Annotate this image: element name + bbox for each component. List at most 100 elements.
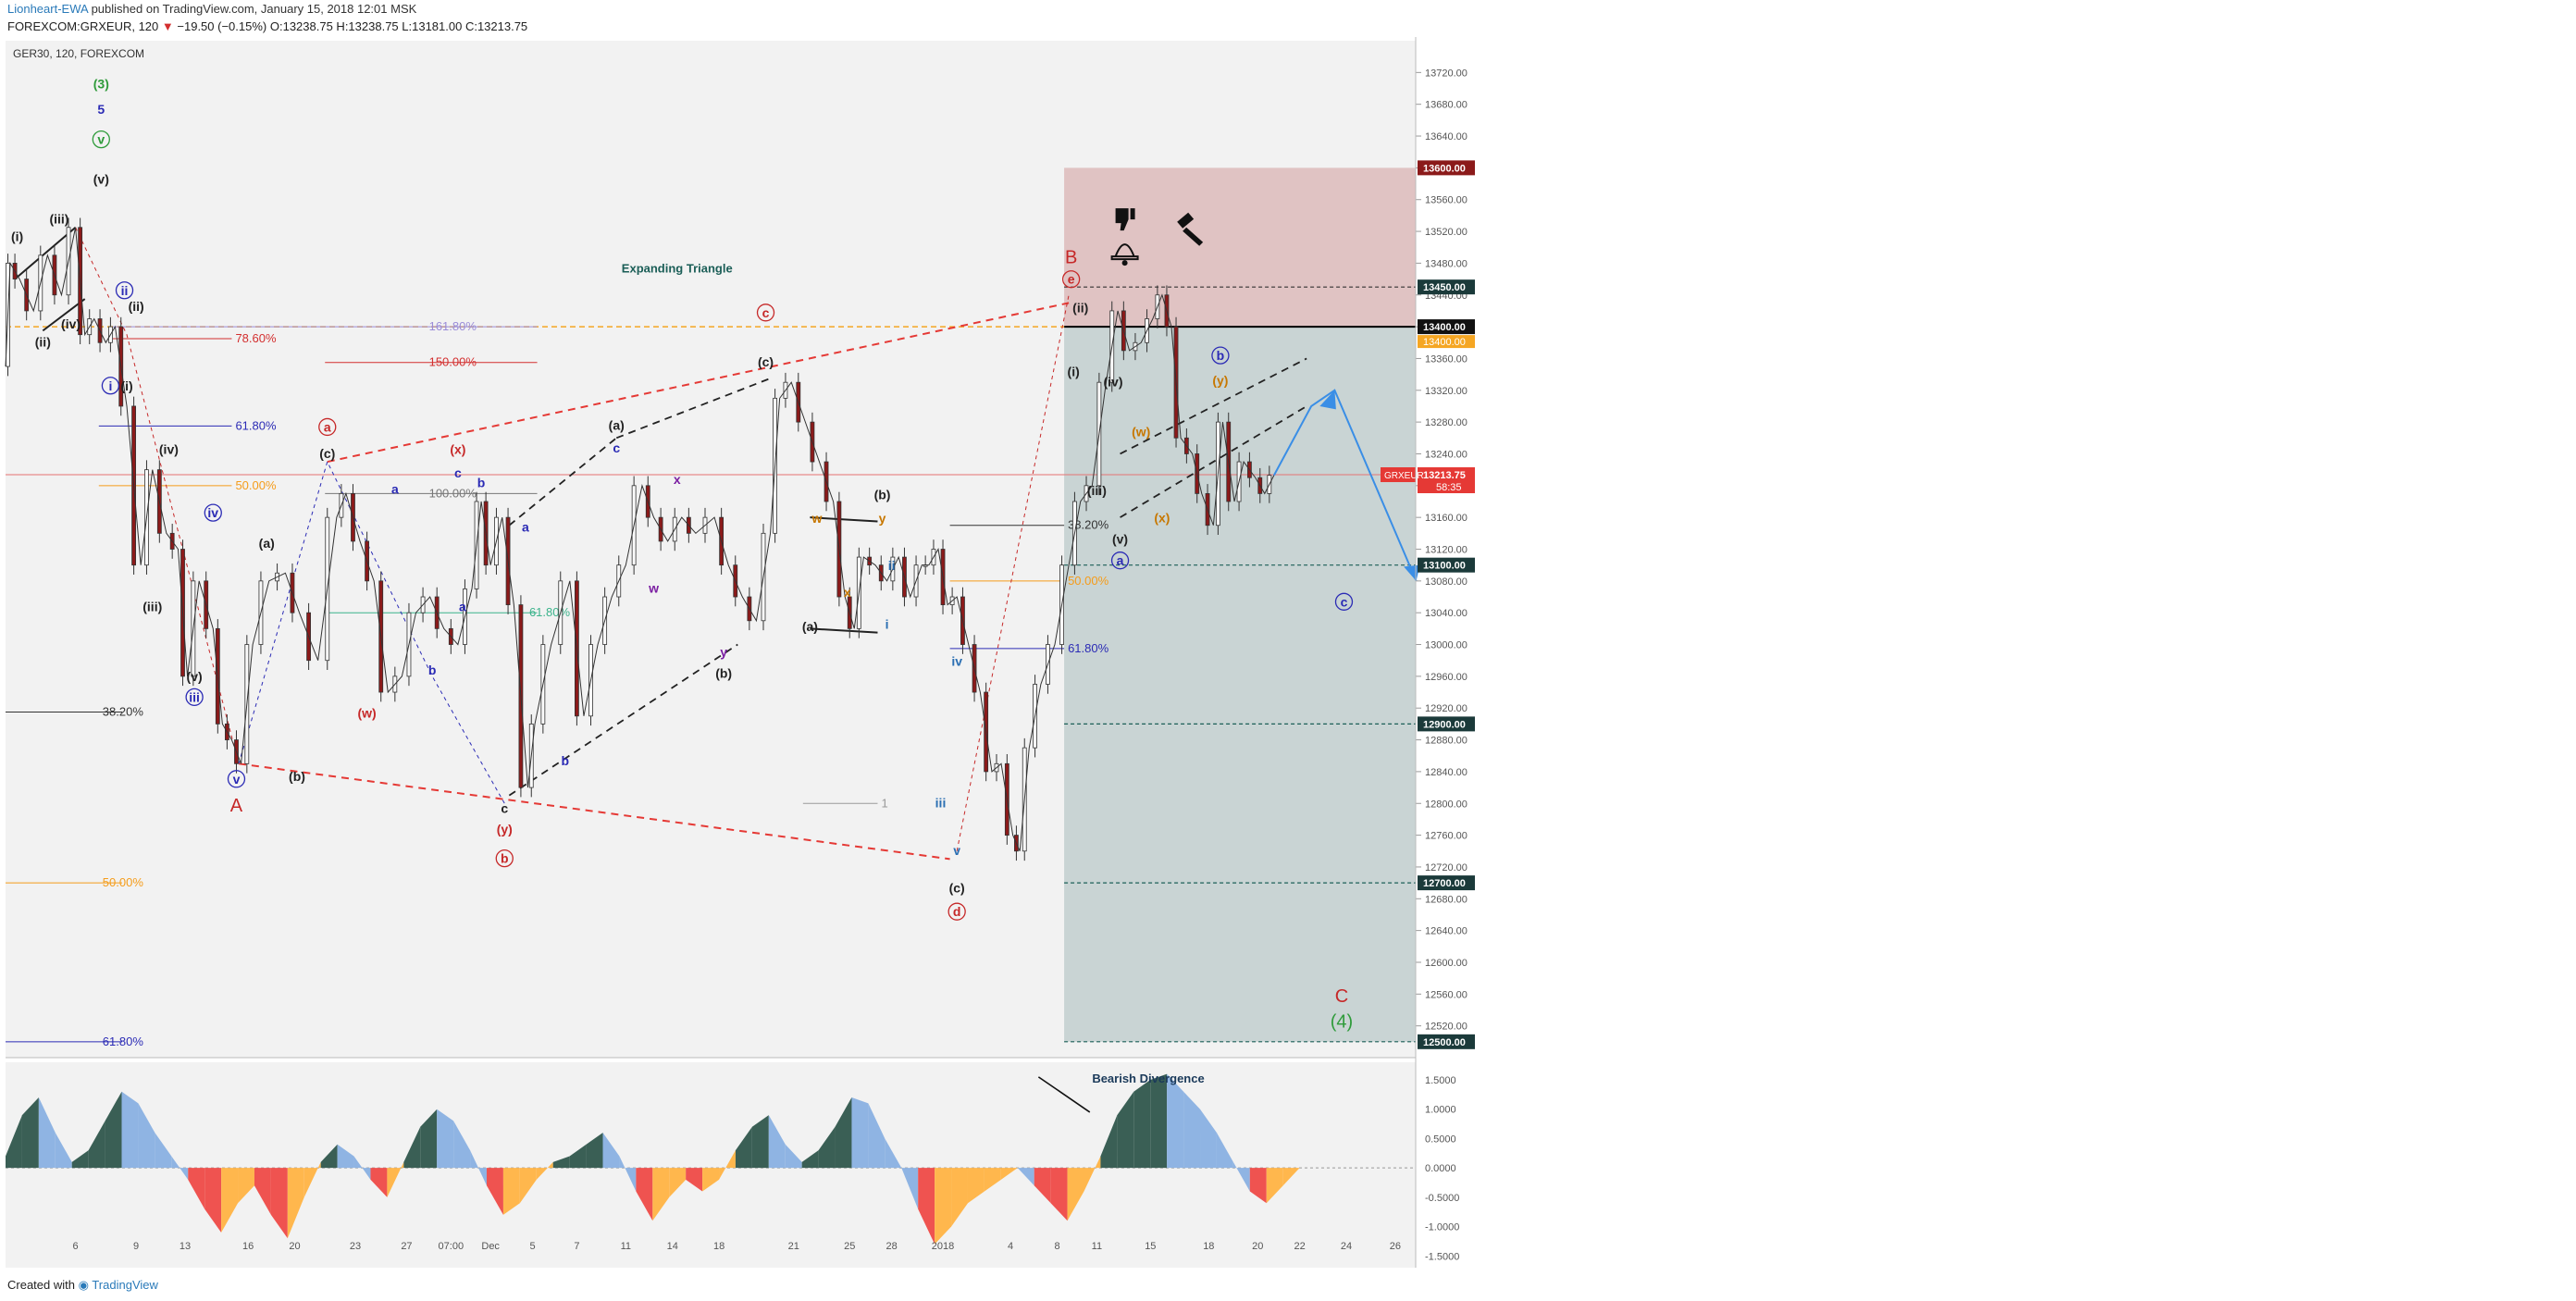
wave-label: iii: [189, 689, 200, 704]
fib-level-label: 61.80%: [1068, 641, 1109, 655]
time-tick-label: 25: [844, 1241, 855, 1252]
price-tick-label: 12800.00: [1425, 799, 1468, 810]
wave-label: (b): [289, 769, 305, 784]
oscillator-area-segment: [519, 1168, 537, 1204]
price-chart[interactable]: 161.80%78.60%150.00%61.80%50.00%100.00%6…: [0, 37, 2576, 1273]
wave-label: b: [428, 663, 437, 677]
wave-label: (c): [319, 446, 335, 461]
oscillator-area-segment: [818, 1126, 836, 1169]
fib-level-label: 61.80%: [529, 605, 571, 619]
wave-label: c: [762, 305, 770, 320]
time-tick-label: 21: [788, 1241, 799, 1252]
down-triangle-icon: ▼: [161, 19, 174, 33]
oscillator-area-segment: [502, 1168, 520, 1215]
oscillator-tick-label: -1.0000: [1425, 1222, 1459, 1233]
price-tick-label: 12640.00: [1425, 926, 1468, 937]
bell-icon: [1121, 260, 1128, 266]
author-link[interactable]: Lionheart-EWA: [7, 2, 88, 16]
oscillator-area-segment: [403, 1126, 421, 1169]
wave-label: v: [233, 772, 241, 787]
fib-level-label: 50.00%: [235, 478, 277, 492]
fib-level-label: 38.20%: [103, 705, 144, 719]
oscillator-area-segment: [320, 1144, 338, 1169]
wedge-line: [810, 516, 878, 523]
time-tick-label: 4: [1008, 1241, 1013, 1252]
time-tick-label: 8: [1054, 1241, 1059, 1252]
wave-label: y: [879, 511, 886, 526]
oscillator-area-segment: [55, 1133, 72, 1169]
oscillator-tick-label: -0.5000: [1425, 1193, 1459, 1204]
wave-label: A: [230, 796, 243, 816]
wave-label: a: [459, 599, 466, 613]
current-price-tag: [1418, 467, 1475, 494]
ohlc-text: O:13238.75 H:13238.75 L:13181.00 C:13213…: [269, 19, 528, 33]
wave-label: b: [477, 476, 486, 490]
symbol-text: FOREXCOM:GRXEUR, 120: [7, 19, 159, 33]
wave-label: i: [108, 378, 112, 393]
price-tick-label: 12840.00: [1425, 767, 1468, 778]
oscillator-area-segment: [1150, 1073, 1168, 1169]
wave-label: (y): [497, 822, 513, 836]
price-tick-label: 13560.00: [1425, 195, 1468, 206]
symbol-tag-label: GRXEUR: [1384, 471, 1424, 481]
wedge-line: [42, 298, 86, 332]
time-tick-label: 5: [529, 1241, 535, 1252]
price-tick-label: 13240.00: [1425, 449, 1468, 460]
price-tick-label: 13000.00: [1425, 640, 1468, 651]
oscillator-area-segment: [951, 1168, 968, 1227]
price-level-tag-label: 12500.00: [1423, 1037, 1466, 1048]
wave-label: i: [886, 616, 889, 631]
wave-label: x: [844, 585, 851, 600]
wave-label-circle: [185, 688, 204, 706]
price-tick-label: 13520.00: [1425, 227, 1468, 238]
time-tick-label: 11: [1092, 1241, 1102, 1252]
fib-level-label: 38.20%: [1068, 518, 1109, 532]
oscillator-area-segment: [486, 1168, 503, 1215]
price-tick-label: 12560.00: [1425, 989, 1468, 1000]
price-level-tag: [1418, 875, 1475, 891]
time-tick-label: 23: [350, 1241, 361, 1252]
tradingview-logo-icon: ◉: [78, 1278, 89, 1292]
oscillator-area-segment: [437, 1109, 454, 1169]
channel-line: [508, 643, 738, 797]
channel-line: [615, 378, 771, 440]
price-tick-label: 13040.00: [1425, 608, 1468, 619]
price-level-tag: [1418, 160, 1475, 176]
wave-label: y: [720, 644, 727, 659]
oscillator-area-segment: [204, 1168, 222, 1233]
oscillator-area-segment: [652, 1168, 670, 1221]
wave-label: (iv): [61, 316, 80, 331]
oscillator-area-segment: [967, 1168, 985, 1204]
wave-label: (v): [93, 172, 109, 187]
oscillator-area-segment: [835, 1097, 852, 1169]
wave-label: (iv): [1104, 374, 1123, 389]
wave-label: (y): [1212, 373, 1228, 388]
wave-label-circle: [1061, 270, 1081, 289]
price-level-tag: [1418, 279, 1475, 295]
time-tick-label: 2018: [932, 1241, 954, 1252]
oscillator-area-segment: [1216, 1133, 1233, 1169]
wave-label: c: [1341, 594, 1348, 609]
wave-label: w: [648, 581, 659, 596]
oscillator-area-segment: [1100, 1115, 1118, 1169]
tradingview-link[interactable]: TradingView: [92, 1278, 158, 1292]
oscillator-area-segment: [337, 1144, 354, 1169]
oscillator-area-segment: [105, 1091, 122, 1169]
oscillator-area-segment: [387, 1161, 404, 1197]
price-tick-label: 13640.00: [1425, 131, 1468, 142]
price-line: [5, 227, 1275, 851]
sell-zone: [1064, 167, 1416, 328]
oscillator-area-segment: [1017, 1168, 1034, 1186]
oscillator-area-segment: [1266, 1168, 1283, 1204]
current-price-label: 13213.75: [1423, 470, 1466, 481]
price-tick-label: 12720.00: [1425, 862, 1468, 874]
bell-icon: [1110, 243, 1139, 261]
projection-path: [1273, 389, 1418, 582]
time-tick-label: 07:00: [439, 1241, 464, 1252]
channel-line: [1120, 357, 1307, 455]
publish-info: Lionheart-EWA published on TradingView.c…: [7, 2, 416, 16]
created-with-text: Created with: [7, 1278, 75, 1292]
oscillator-area-segment: [586, 1133, 603, 1169]
price-tick-label: 13080.00: [1425, 576, 1468, 588]
wave-label: (a): [802, 619, 818, 634]
